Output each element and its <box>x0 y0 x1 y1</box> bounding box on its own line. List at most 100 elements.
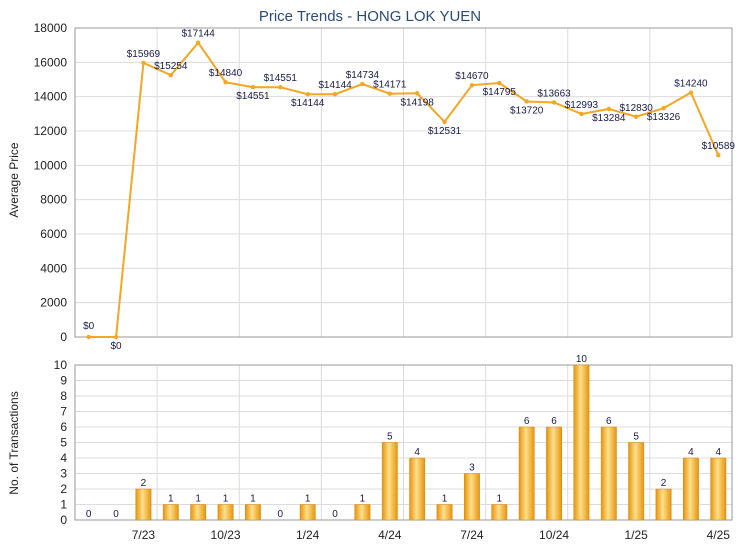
price-point <box>195 40 201 45</box>
price-point <box>716 153 721 158</box>
transaction-bar <box>245 504 261 521</box>
transactions-y-tick-label: 8 <box>60 389 67 403</box>
transaction-data-label: 5 <box>633 432 639 443</box>
transaction-data-label: 1 <box>250 494 256 505</box>
price-data-label: $14670 <box>455 71 489 82</box>
price-point <box>442 119 447 125</box>
transactions-y-tick-label: 5 <box>60 436 67 450</box>
transactions-y-tick-label: 4 <box>60 451 67 465</box>
price-point <box>551 100 557 105</box>
price-data-label: $0 <box>83 321 95 332</box>
transaction-bar <box>381 442 398 521</box>
transaction-bar <box>464 473 480 521</box>
transaction-data-label: 0 <box>332 509 338 520</box>
price-point <box>250 85 256 90</box>
transaction-bar <box>491 504 508 521</box>
x-tick-label: 7/24 <box>460 528 484 542</box>
transaction-bar <box>710 457 727 521</box>
price-data-label: $17144 <box>182 29 216 40</box>
transaction-bar <box>162 504 179 521</box>
price-data-label: $12531 <box>428 126 462 137</box>
transactions-y-tick-label: 6 <box>60 420 67 434</box>
transaction-bar <box>600 426 617 521</box>
x-tick-label: 10/23 <box>211 528 241 542</box>
transaction-data-label: 3 <box>469 463 475 474</box>
transaction-bar <box>354 504 371 521</box>
price-data-label: $14240 <box>674 79 708 90</box>
transaction-data-label: 1 <box>360 494 366 505</box>
chart-title: Price Trends - HONG LOK YUEN <box>259 8 481 25</box>
price-y-tick-label: 0 <box>60 330 67 344</box>
transaction-data-label: 1 <box>442 494 448 505</box>
transaction-data-label: 1 <box>195 494 201 505</box>
price-point <box>579 111 584 117</box>
price-point <box>387 91 393 96</box>
transaction-data-label: 2 <box>141 478 147 489</box>
price-data-label: $14734 <box>346 70 380 81</box>
price-data-label: $13663 <box>537 88 571 99</box>
transactions-y-axis-label: No. of Transactions <box>7 391 21 494</box>
price-point <box>141 60 146 66</box>
transaction-data-label: 1 <box>497 494 503 505</box>
transaction-data-label: 6 <box>524 416 530 427</box>
transactions-y-tick-label: 10 <box>54 358 68 372</box>
price-y-tick-label: 6000 <box>40 227 67 241</box>
price-data-label: $12830 <box>620 103 654 114</box>
transaction-bar <box>436 504 453 521</box>
transaction-bar <box>190 504 207 521</box>
price-data-label: $14198 <box>401 97 435 108</box>
x-tick-label: 1/25 <box>625 528 649 542</box>
price-plot-frame <box>74 27 733 338</box>
transactions-y-tick-label: 1 <box>60 498 67 512</box>
transactions-y-tick-label: 3 <box>60 467 67 481</box>
price-point <box>305 91 310 97</box>
price-data-label: $10589 <box>702 141 736 152</box>
price-point <box>414 91 420 96</box>
price-y-tick-label: 14000 <box>34 90 68 104</box>
transaction-data-label: 4 <box>414 447 420 458</box>
price-point <box>113 334 119 340</box>
price-point <box>86 334 91 340</box>
price-data-label: $13326 <box>647 112 681 123</box>
transaction-bar <box>135 488 152 521</box>
transaction-data-label: 5 <box>387 432 393 443</box>
price-point <box>168 72 174 78</box>
transactions-y-tick-label: 2 <box>60 482 67 496</box>
price-point <box>332 91 338 97</box>
price-data-label: $15969 <box>127 49 161 60</box>
transaction-bar <box>518 426 535 521</box>
transaction-data-label: 1 <box>305 494 311 505</box>
transaction-bar <box>573 364 590 521</box>
price-data-label: $14551 <box>264 73 298 84</box>
price-point <box>606 106 612 112</box>
transaction-data-label: 2 <box>661 478 667 489</box>
price-data-label: $14551 <box>236 91 270 102</box>
transaction-data-label: 1 <box>168 494 174 505</box>
price-point <box>661 106 666 111</box>
price-y-tick-label: 12000 <box>34 124 68 138</box>
transaction-data-label: 0 <box>278 509 284 520</box>
transactions-y-tick-label: 7 <box>60 405 67 419</box>
price-point <box>469 82 475 88</box>
transaction-bar <box>546 426 562 521</box>
price-data-label: $15254 <box>154 61 188 72</box>
price-data-label: $14144 <box>291 98 325 109</box>
transaction-bar <box>655 488 672 521</box>
transaction-data-label: 4 <box>688 447 694 458</box>
transaction-bar <box>683 457 699 521</box>
price-data-label: $0 <box>111 341 123 352</box>
transaction-bar <box>628 442 645 521</box>
x-tick-label: 10/24 <box>539 528 569 542</box>
transactions-y-tick-label: 0 <box>60 513 67 527</box>
transaction-data-label: 4 <box>716 447 722 458</box>
price-y-tick-label: 18000 <box>34 21 68 35</box>
price-point <box>524 99 529 104</box>
x-tick-label: 1/24 <box>296 528 320 542</box>
transaction-data-label: 6 <box>606 416 612 427</box>
price-y-tick-label: 2000 <box>40 296 67 310</box>
price-point <box>497 80 502 86</box>
price-point <box>688 90 694 95</box>
price-series-line <box>88 41 720 338</box>
price-data-label: $14171 <box>373 80 407 91</box>
price-data-label: $13284 <box>592 113 626 124</box>
